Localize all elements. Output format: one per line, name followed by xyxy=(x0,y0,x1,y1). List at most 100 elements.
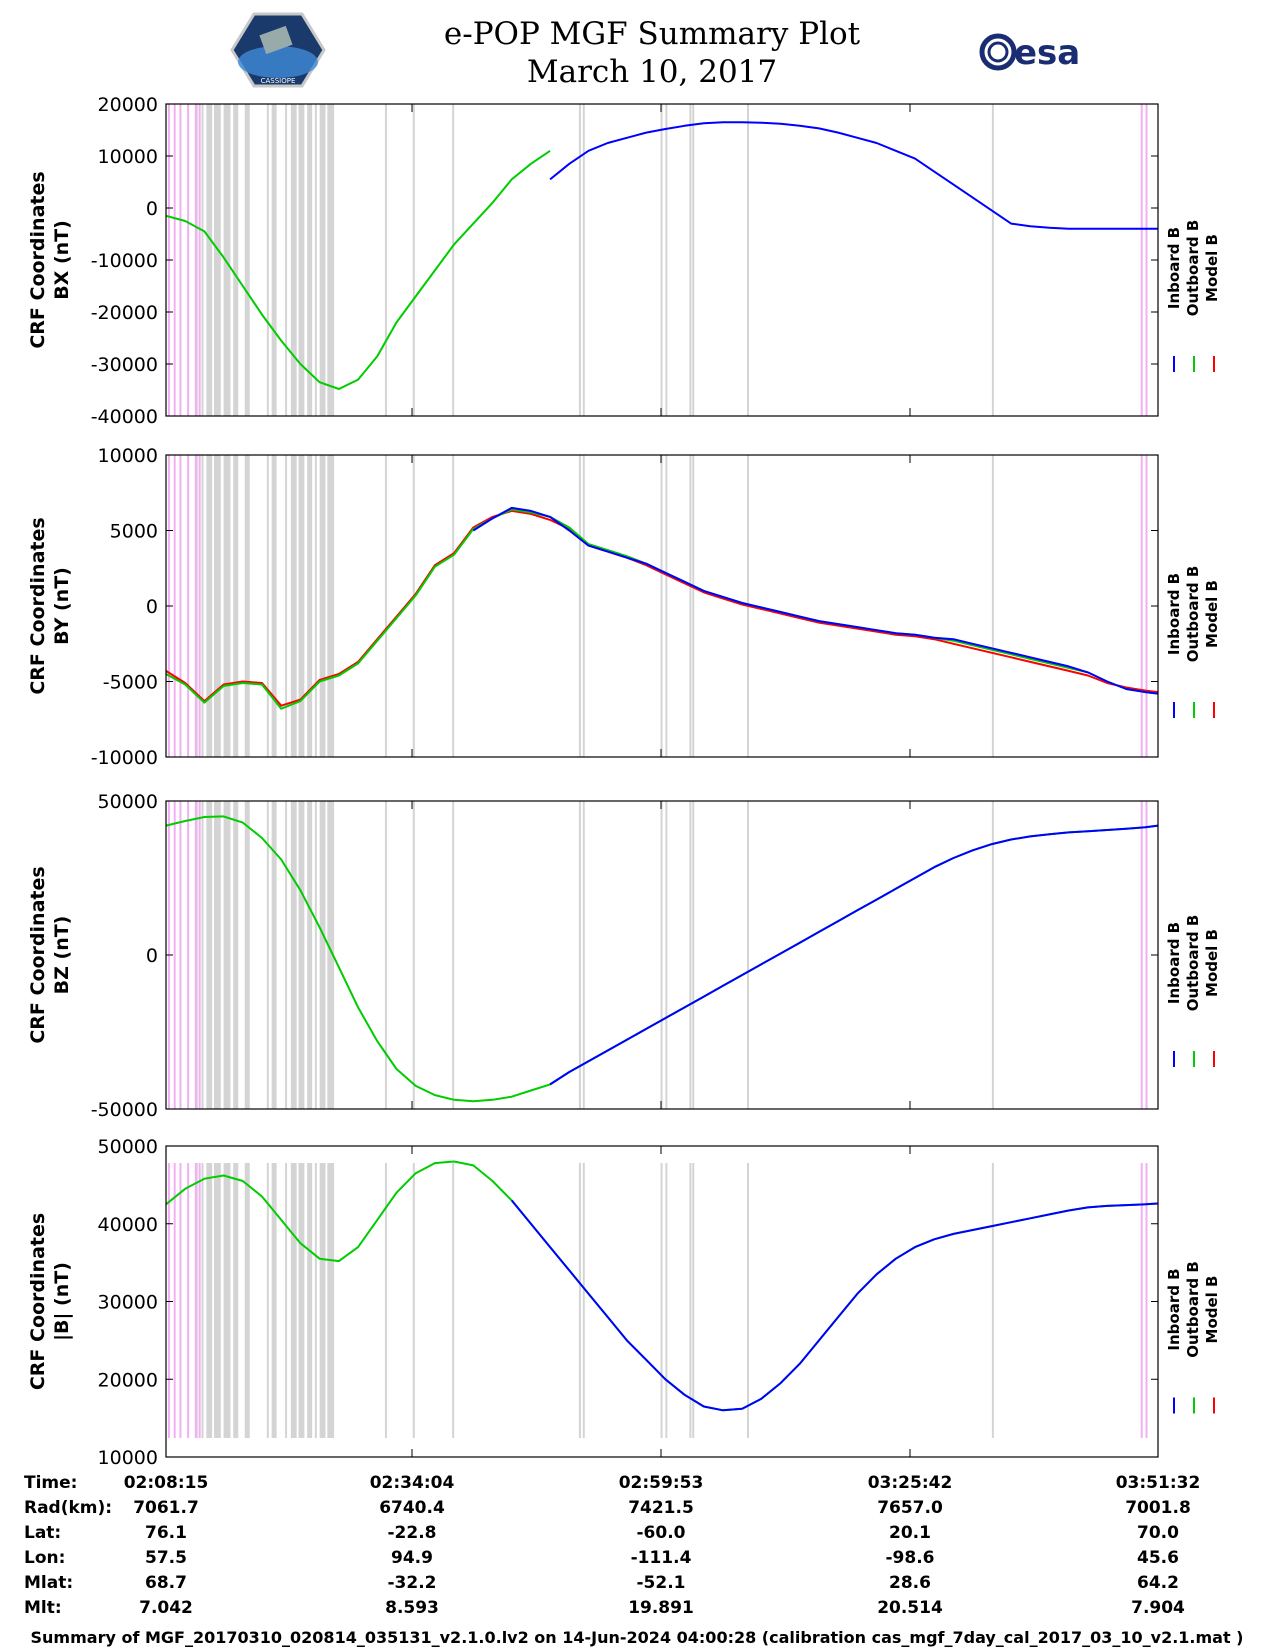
data-gap-band xyxy=(665,104,668,416)
data-gap-band xyxy=(285,1163,288,1438)
y-axis-label: CRF Coordinates xyxy=(27,1213,49,1390)
table-cell: 19.891 xyxy=(628,1598,694,1618)
title-line-1: e-POP MGF Summary Plot xyxy=(444,16,861,52)
table-row-label: Lon: xyxy=(24,1548,65,1568)
data-gap-band xyxy=(314,104,317,416)
flag-band xyxy=(187,1163,190,1438)
legend-label-inboard: Inboard B xyxy=(1165,1268,1183,1350)
data-gap-band xyxy=(660,1163,663,1438)
table-cell: 70.0 xyxy=(1137,1523,1179,1543)
table-cell: 45.6 xyxy=(1137,1548,1179,1568)
data-gap-band xyxy=(206,104,212,416)
data-gap-band xyxy=(206,801,212,1109)
data-gap-band xyxy=(314,1163,317,1438)
y-tick-label: -5000 xyxy=(103,672,158,694)
data-gap-band xyxy=(692,455,695,757)
series-line-inboard-b xyxy=(472,506,1159,695)
data-gap-band xyxy=(991,455,994,757)
y-tick-label: 30000 xyxy=(98,1292,158,1314)
flag-band xyxy=(1140,1163,1143,1438)
plot-panels: 20000 10000 0 -10000 -20000 -30000 -40000 CRF C… xyxy=(27,94,1221,1469)
series-line-inboard-b xyxy=(549,121,1158,230)
table-row-label: Lat: xyxy=(24,1523,61,1543)
data-gap-band xyxy=(266,1163,269,1438)
table-cell: 8.593 xyxy=(385,1598,439,1618)
y-axis-label: BZ (nT) xyxy=(51,916,73,995)
flag-band xyxy=(1145,455,1148,757)
data-gap-band xyxy=(689,455,692,757)
y-axis-label: BX (nT) xyxy=(51,220,73,300)
data-gap-band xyxy=(223,455,229,757)
data-gap-band xyxy=(210,455,213,757)
table-cell: 7001.8 xyxy=(1125,1498,1191,1518)
data-gap-band xyxy=(206,455,212,757)
data-gap-band xyxy=(319,104,325,416)
data-gap-band xyxy=(266,801,269,1109)
y-axis-label: CRF Coordinates xyxy=(27,171,49,348)
table-cell: -32.2 xyxy=(388,1573,437,1593)
table-row-label: Time: xyxy=(24,1473,77,1493)
y-tick-label: 20000 xyxy=(98,94,158,116)
data-gap-band xyxy=(266,455,269,757)
table-cell: 64.2 xyxy=(1137,1573,1179,1593)
legend-label-inboard: Inboard B xyxy=(1165,227,1183,309)
data-gap-band xyxy=(660,455,663,757)
y-tick-label: -10000 xyxy=(91,250,158,272)
table-cell: 7061.7 xyxy=(133,1498,199,1518)
panel-2: 10000 5000 0 -5000 -10000 CRF Coordinates BY (… xyxy=(27,445,1221,769)
title-line-2: March 10, 2017 xyxy=(527,54,777,90)
data-gap-band xyxy=(285,801,288,1109)
data-gap-band xyxy=(218,801,221,1109)
table-cell: 28.6 xyxy=(889,1573,931,1593)
data-gap-band xyxy=(233,1163,239,1438)
legend-label-model: Model B xyxy=(1203,929,1221,997)
data-gap-band xyxy=(201,455,204,757)
data-gap-band xyxy=(214,801,220,1109)
y-axis-label: CRF Coordinates xyxy=(27,517,49,694)
data-gap-band xyxy=(314,455,317,757)
data-gap-band xyxy=(384,801,387,1109)
data-gap-band xyxy=(327,801,333,1109)
legend-label-outboard: Outboard B xyxy=(1184,220,1202,317)
data-gap-band xyxy=(298,801,304,1109)
panel-1: 20000 10000 0 -10000 -20000 -30000 -40000 CRF C… xyxy=(27,94,1221,428)
series-line-inboard-b xyxy=(510,1199,1159,1412)
data-gap-band xyxy=(233,104,239,416)
data-gap-band xyxy=(582,1163,585,1438)
data-gap-band xyxy=(323,455,326,757)
data-gap-band xyxy=(689,104,692,416)
data-gap-band xyxy=(660,104,663,416)
legend-label-model: Model B xyxy=(1203,234,1221,302)
data-gap-band xyxy=(582,104,585,416)
data-gap-band xyxy=(991,104,994,416)
svg-text:esa: esa xyxy=(1014,33,1080,73)
y-tick-label: 40000 xyxy=(98,1214,158,1236)
data-gap-band xyxy=(307,104,313,416)
data-gap-band xyxy=(412,455,415,757)
data-gap-band xyxy=(384,455,387,757)
data-gap-band xyxy=(323,801,326,1109)
y-tick-label: -10000 xyxy=(91,747,158,769)
data-gap-band xyxy=(290,455,296,757)
flag-band xyxy=(167,1163,170,1438)
data-gap-band xyxy=(210,104,213,416)
data-gap-band xyxy=(578,1163,581,1438)
data-gap-band xyxy=(746,801,749,1109)
data-gap-band xyxy=(578,104,581,416)
data-gap-band xyxy=(384,104,387,416)
flag-band xyxy=(194,104,197,416)
flag-band xyxy=(1140,455,1143,757)
y-axis-label: BY (nT) xyxy=(51,567,73,645)
data-gap-band xyxy=(746,104,749,416)
legend-label-outboard: Outboard B xyxy=(1184,1261,1202,1358)
data-gap-band xyxy=(201,1163,204,1438)
data-gap-band xyxy=(290,1163,296,1438)
data-gap-band xyxy=(228,455,231,757)
table-row-label: Mlt: xyxy=(24,1598,62,1618)
data-gap-band xyxy=(244,455,250,757)
table-cell: 76.1 xyxy=(145,1523,187,1543)
footer-table: Time: Rad(km): Lat: Lon: Mlat: Mlt: 02:08:15 70… xyxy=(24,1473,1200,1618)
data-gap-band xyxy=(244,1163,250,1438)
data-gap-band xyxy=(332,104,335,416)
data-gap-band xyxy=(991,1163,994,1438)
